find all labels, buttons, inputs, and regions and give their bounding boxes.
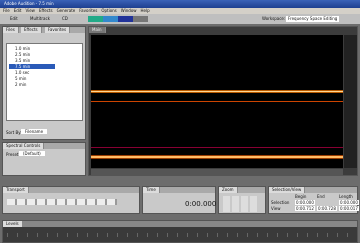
column-header: Length (339, 194, 353, 199)
file-item[interactable]: 2 min (9, 82, 55, 87)
transport-buttons[interactable] (7, 199, 117, 205)
levels-panel: Levels (2, 220, 358, 243)
sort-label: Sort By: (6, 130, 22, 135)
row-label: View (271, 206, 281, 211)
file-item[interactable]: 1.0 sec (9, 70, 55, 75)
preset-select[interactable]: (Default) (19, 151, 45, 156)
file-item[interactable]: 3.5 min (9, 58, 55, 63)
tab[interactable]: Transport (3, 187, 29, 193)
file-item[interactable]: 1.0 min (9, 46, 55, 51)
cell: 0:00.017 (339, 206, 359, 211)
sort-select[interactable]: Filename (21, 129, 47, 134)
row-label: Selection (271, 200, 289, 205)
cell: 0:00.000 (339, 200, 359, 205)
panel-header (3, 221, 357, 227)
tab[interactable]: Files (3, 27, 19, 33)
frequency-band (91, 90, 343, 93)
workspace-select[interactable]: Frequency Space Editing (286, 16, 339, 22)
window-title: Adobe Audition - 7.5 min (4, 1, 54, 6)
frequency-band (91, 147, 343, 148)
tool-icons (88, 16, 148, 22)
workspace-label: Workspace: (262, 14, 285, 24)
file-item[interactable]: 5 min (9, 76, 55, 81)
file-item[interactable]: 2.5 min (9, 52, 55, 57)
tab[interactable]: Effects (21, 27, 42, 33)
column-header: End (317, 194, 325, 199)
main-panel: Main (88, 26, 358, 176)
tab[interactable]: Favorites (45, 27, 70, 33)
tab[interactable]: Levels (3, 221, 23, 227)
time-panel: Time 0:00.000 (142, 186, 216, 214)
edit-button[interactable]: Edit (10, 14, 18, 24)
preset-label: Preset: (6, 152, 20, 157)
zoom-buttons[interactable] (223, 196, 259, 212)
cell: 0:00.000 (295, 200, 315, 205)
frequency-ruler (344, 35, 357, 168)
tab[interactable]: Main (89, 27, 106, 33)
file-item[interactable]: 7.5 min (9, 64, 55, 69)
spectral-panel: Spectral Controls Preset: (Default) (2, 142, 86, 176)
multitrack-button[interactable]: Multitrack (30, 14, 50, 24)
level-meter (7, 233, 353, 237)
column-header: Begin (295, 194, 306, 199)
tab[interactable]: Time (143, 187, 160, 193)
selection-grid: Begin End Length Selection 0:00.000 0:00.000 V… (269, 187, 359, 215)
cd-button[interactable]: CD (62, 14, 68, 24)
toolbar: Edit Multitrack CD Workspace: Frequency … (0, 14, 360, 24)
tab[interactable]: Zoom (219, 187, 238, 193)
title-bar: Adobe Audition - 7.5 min (0, 0, 360, 8)
time-ruler (91, 169, 343, 175)
screen: Adobe Audition - 7.5 min FileEditViewEff… (0, 0, 360, 243)
zoom-panel: Zoom (218, 186, 266, 214)
time-display: 0:00.000 (185, 200, 216, 208)
cell: 0:00.728 (317, 206, 337, 211)
cell: 0:00.712 (295, 206, 315, 211)
frequency-band (91, 101, 343, 102)
transport-panel: Transport (2, 186, 140, 214)
tab[interactable]: Spectral Controls (3, 143, 44, 149)
frequency-band (91, 155, 343, 159)
spectral-display (91, 35, 343, 168)
